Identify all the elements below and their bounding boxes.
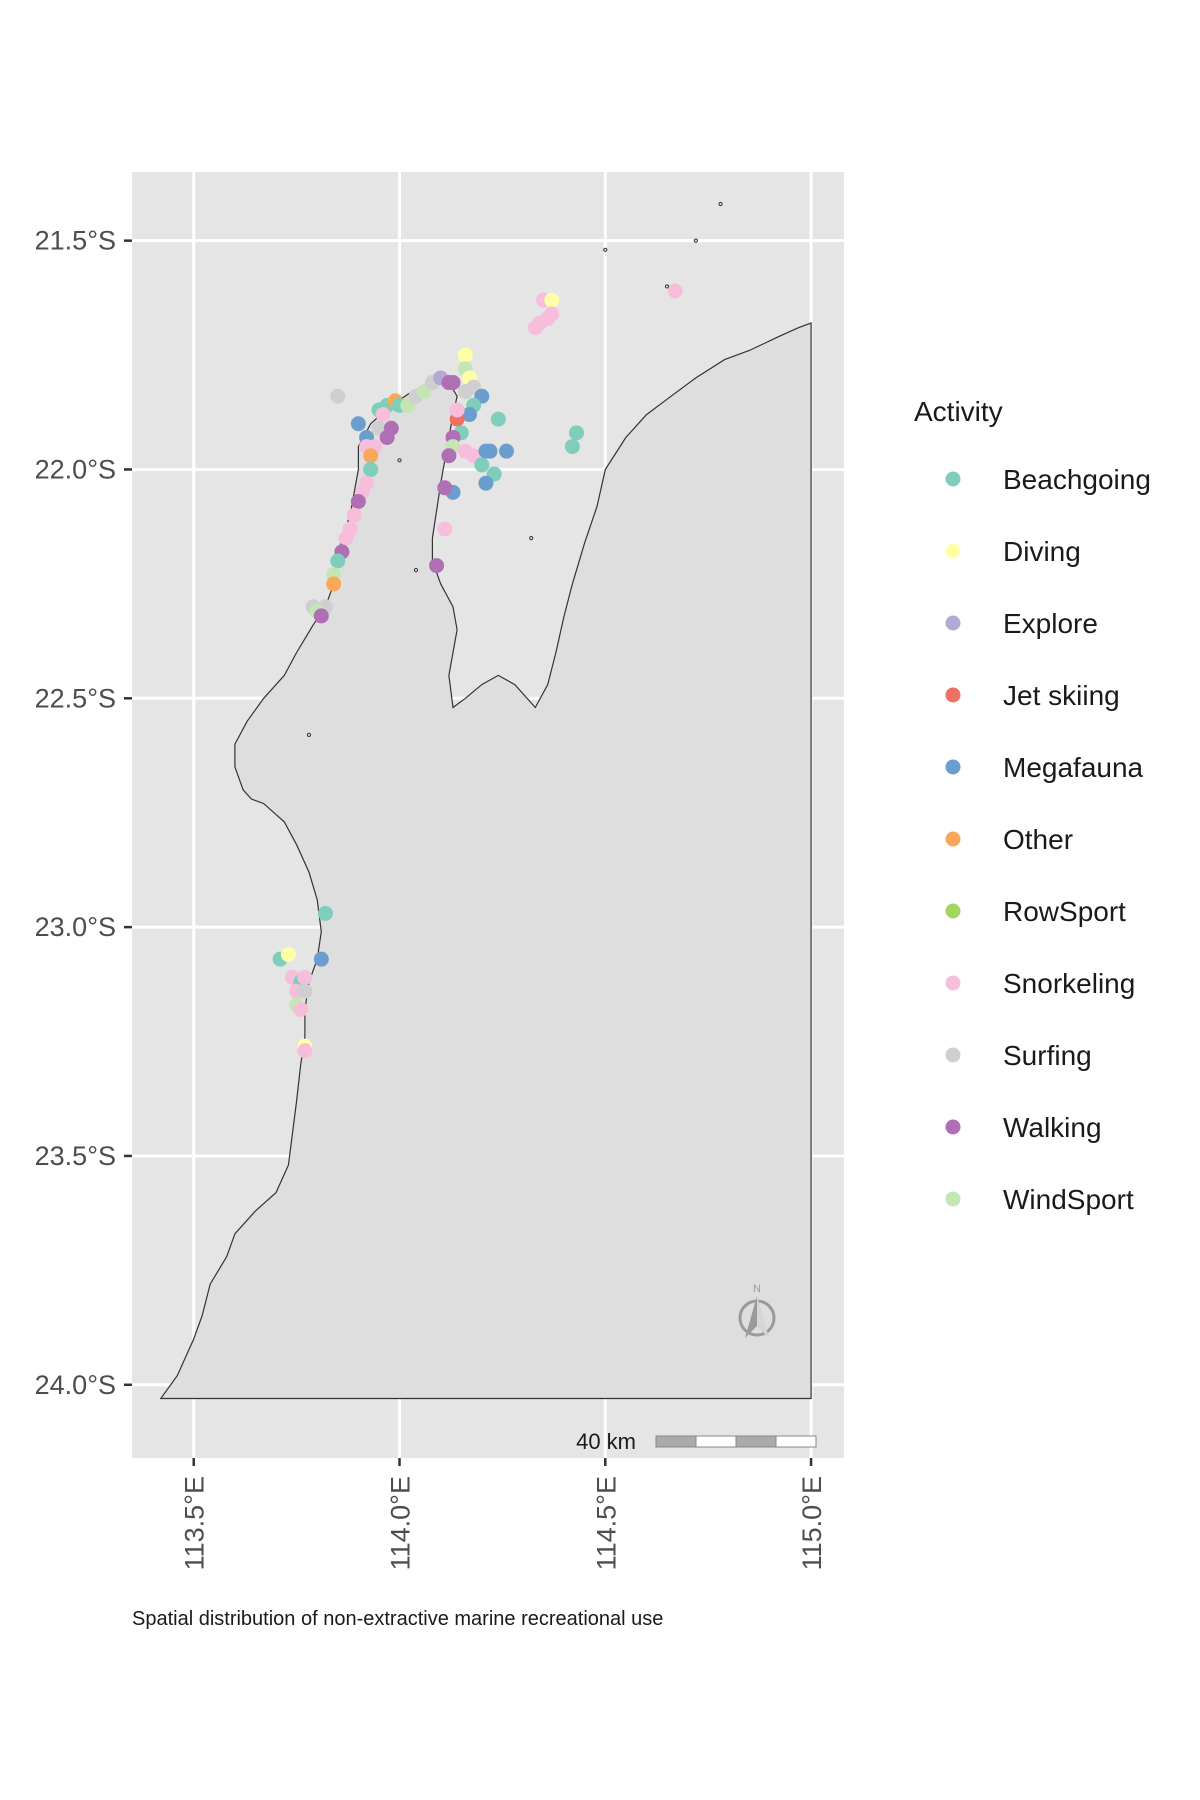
point-other: Other bbox=[363, 448, 378, 463]
legend-key-snorkeling bbox=[946, 976, 961, 991]
legend-key-jet-skiing bbox=[946, 688, 961, 703]
island bbox=[604, 248, 607, 251]
island bbox=[719, 202, 722, 205]
legend-label: Explore bbox=[1003, 608, 1098, 639]
legend-label: RowSport bbox=[1003, 896, 1126, 927]
legend-items: Beachgoing Diving Explore Jet skiing Megafau… bbox=[946, 464, 1151, 1215]
legend-label: Surfing bbox=[1003, 1040, 1092, 1071]
point-snorkeling: Snorkeling bbox=[544, 306, 559, 321]
legend-label: Jet skiing bbox=[1003, 680, 1120, 711]
point-snorkeling: Snorkeling bbox=[339, 531, 354, 546]
point-walking: Walking bbox=[441, 448, 456, 463]
point-walking: Walking bbox=[380, 430, 395, 445]
point-beachgoing: Beachgoing bbox=[491, 412, 506, 427]
point-other: Other bbox=[326, 576, 341, 591]
point-walking: Walking bbox=[446, 375, 461, 390]
island bbox=[694, 239, 697, 242]
point-snorkeling: Snorkeling bbox=[437, 521, 452, 536]
x-tick-label: 115.0°E bbox=[797, 1476, 827, 1570]
point-walking: Walking bbox=[437, 480, 452, 495]
y-tick-label: 22.0°S bbox=[35, 454, 116, 484]
x-axis: 113.5°E 114.0°E 114.5°E 115.0°E bbox=[180, 1458, 827, 1570]
point-diving: Diving bbox=[544, 293, 559, 308]
point-megafauna: Megafauna bbox=[478, 476, 493, 491]
point-snorkeling: Snorkeling bbox=[528, 320, 543, 335]
point-snorkeling: Snorkeling bbox=[450, 402, 465, 417]
point-megafauna: Megafauna bbox=[499, 444, 514, 459]
point-megafauna: Megafauna bbox=[483, 444, 498, 459]
island bbox=[665, 285, 668, 288]
point-snorkeling: Snorkeling bbox=[293, 1002, 308, 1017]
point-walking: Walking bbox=[314, 608, 329, 623]
legend-key-surfing bbox=[946, 1048, 961, 1063]
y-tick-label: 22.5°S bbox=[35, 683, 116, 713]
island bbox=[398, 459, 401, 462]
point-surfing: Surfing bbox=[330, 389, 345, 404]
legend-key-walking bbox=[946, 1120, 961, 1135]
point-beachgoing: Beachgoing bbox=[565, 439, 580, 454]
point-megafauna: Megafauna bbox=[351, 416, 366, 431]
legend-key-beachgoing bbox=[946, 472, 961, 487]
point-walking: Walking bbox=[429, 558, 444, 573]
y-tick-label: 21.5°S bbox=[35, 226, 116, 256]
point-diving: Diving bbox=[458, 348, 473, 363]
legend-key-rowsport bbox=[946, 904, 961, 919]
north-arrow-label: N bbox=[753, 1283, 761, 1295]
point-snorkeling: Snorkeling bbox=[297, 970, 312, 985]
point-beachgoing: Beachgoing bbox=[474, 457, 489, 472]
figure-caption: Spatial distribution of non-extractive m… bbox=[132, 1608, 663, 1630]
point-snorkeling: Snorkeling bbox=[668, 283, 683, 298]
island bbox=[307, 733, 310, 736]
legend-label: Megafauna bbox=[1003, 752, 1144, 783]
island bbox=[530, 537, 533, 540]
legend-label: WindSport bbox=[1003, 1184, 1134, 1215]
y-tick-label: 24.0°S bbox=[35, 1370, 116, 1400]
point-snorkeling: Snorkeling bbox=[297, 1043, 312, 1058]
y-tick-label: 23.0°S bbox=[35, 912, 116, 942]
point-megafauna: Megafauna bbox=[314, 952, 329, 967]
point-beachgoing: Beachgoing bbox=[330, 554, 345, 569]
legend-label: Beachgoing bbox=[1003, 464, 1151, 495]
legend-label: Other bbox=[1003, 824, 1073, 855]
point-diving: Diving bbox=[281, 947, 296, 962]
island bbox=[414, 569, 417, 572]
legend-key-explore bbox=[946, 616, 961, 631]
legend-key-windsport bbox=[946, 1192, 961, 1207]
point-snorkeling: Snorkeling bbox=[376, 407, 391, 422]
point-beachgoing: Beachgoing bbox=[318, 906, 333, 921]
legend-key-megafauna bbox=[946, 760, 961, 775]
legend-key-other bbox=[946, 832, 961, 847]
legend-label: Snorkeling bbox=[1003, 968, 1135, 999]
point-snorkeling: Snorkeling bbox=[347, 508, 362, 523]
legend: Activity Beachgoing Diving Explore Jet skii… bbox=[914, 396, 1151, 1215]
point-beachgoing: Beachgoing bbox=[569, 425, 584, 440]
y-tick-label: 23.5°S bbox=[35, 1141, 116, 1171]
legend-key-diving bbox=[946, 544, 961, 559]
legend-label: Walking bbox=[1003, 1112, 1102, 1143]
point-beachgoing: Beachgoing bbox=[363, 462, 378, 477]
x-tick-label: 113.5°E bbox=[180, 1476, 210, 1570]
y-axis: 21.5°S 22.0°S 22.5°S 23.0°S 23.5°S 24.0°S bbox=[35, 226, 132, 1400]
legend-label: Diving bbox=[1003, 536, 1081, 567]
legend-title: Activity bbox=[914, 396, 1003, 427]
x-tick-label: 114.0°E bbox=[386, 1476, 416, 1570]
point-walking: Walking bbox=[351, 494, 366, 509]
scale-bar-label: 40 km bbox=[576, 1429, 636, 1454]
point-surfing: Surfing bbox=[297, 984, 312, 999]
x-tick-label: 114.5°E bbox=[591, 1476, 621, 1570]
